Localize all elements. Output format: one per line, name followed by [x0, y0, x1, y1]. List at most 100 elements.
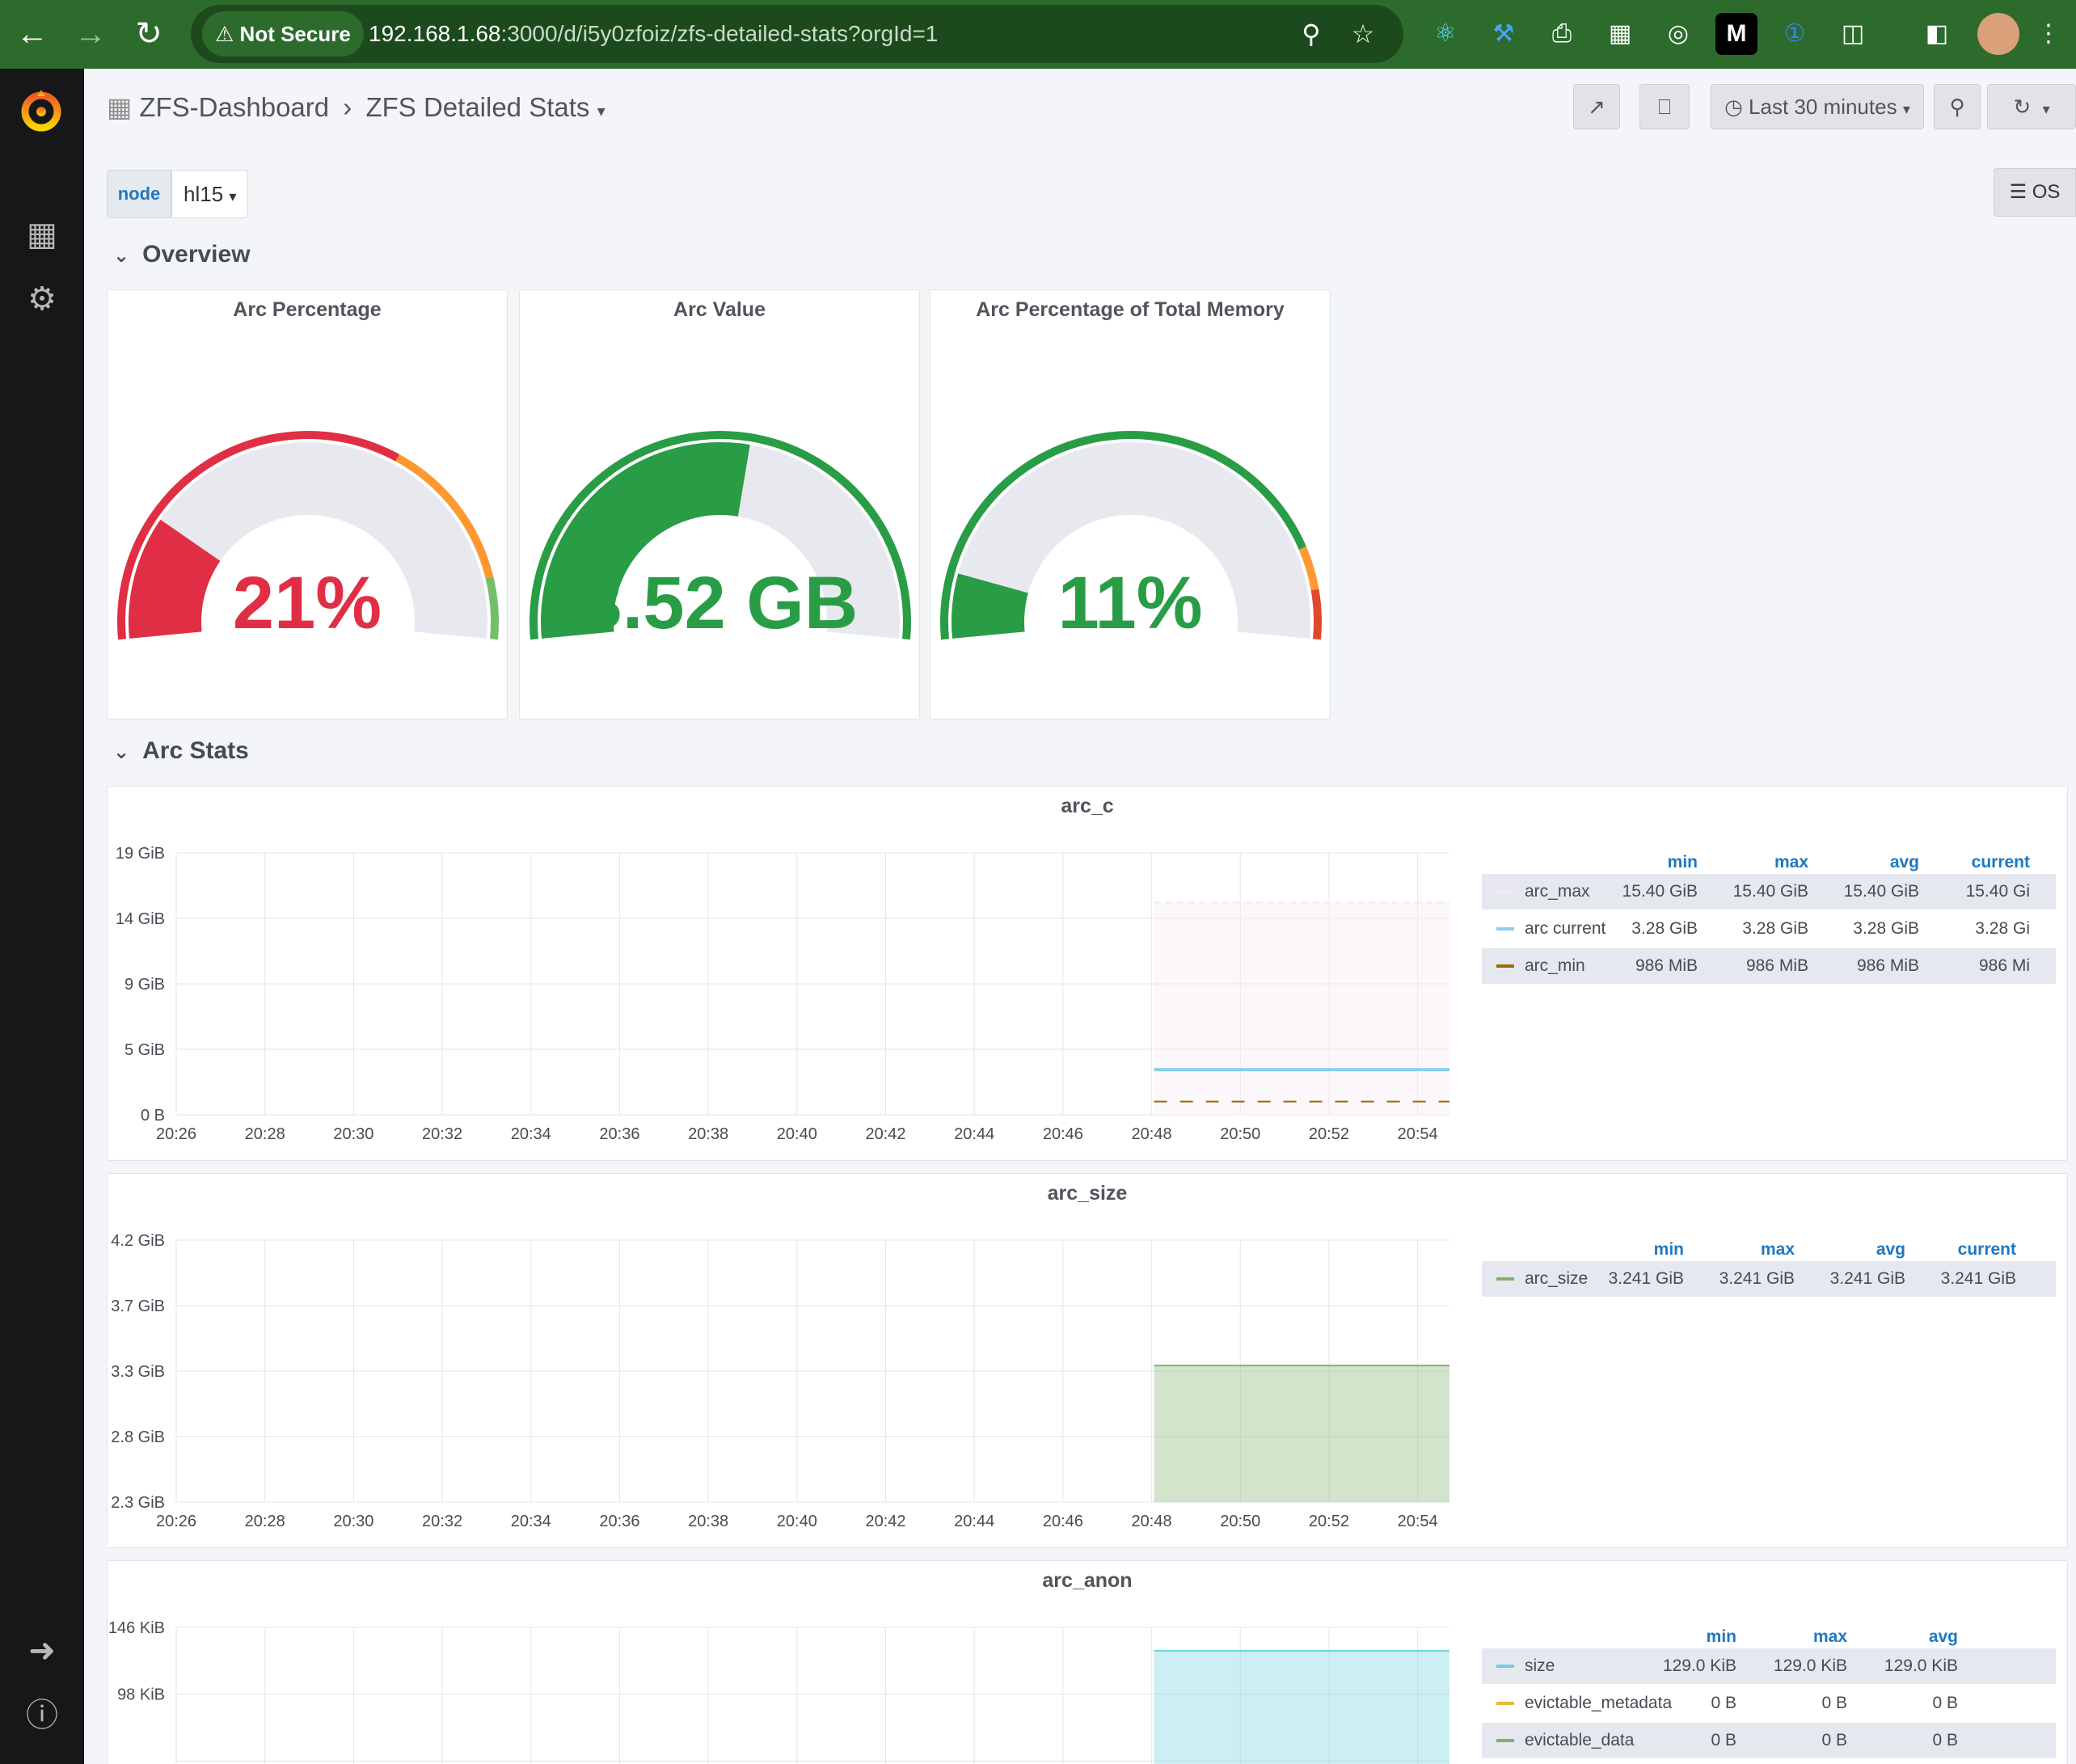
extensions-puzzle-icon[interactable]: ◫	[1841, 20, 1865, 47]
panel-title: arc_size	[1047, 1182, 1128, 1205]
x-tick-label: 20:34	[511, 1125, 551, 1143]
legend-swatch[interactable]	[1496, 1277, 1514, 1281]
legend-series-name[interactable]: arc_min	[1525, 956, 1585, 975]
forward-arrow-icon[interactable]: →	[74, 16, 107, 52]
browser-toolbar: ← → ↻ ⚠ Not Secure 192.168.1.68:3000/d/i…	[0, 0, 2076, 69]
legend-header-avg[interactable]: avg	[1876, 1240, 1905, 1259]
x-tick-label: 20:42	[865, 1513, 905, 1530]
legend-swatch[interactable]	[1496, 890, 1514, 893]
legend-series-name[interactable]: arc_max	[1525, 882, 1590, 901]
side-panel-icon[interactable]: ◧	[1925, 20, 1949, 47]
legend-value-current: 3.241 GiB	[1940, 1269, 2016, 1288]
legend-value-min: 0 B	[1711, 1694, 1736, 1712]
y-tick-label: 9 GiB	[124, 976, 165, 994]
grafana-logo-icon[interactable]	[15, 83, 68, 137]
printer-extension-icon[interactable]: ⎙	[1552, 20, 1572, 47]
panel-arc-c[interactable]: arc_c 19 GiB 14 GiB 9 GiB 5 GiB 0 B 20:26 20:2…	[107, 786, 2068, 1161]
tv-mode-button[interactable]: ⎕	[1639, 84, 1690, 129]
legend-swatch[interactable]	[1496, 927, 1514, 931]
legend-header-max[interactable]: max	[1760, 1240, 1795, 1259]
hammer-extension-icon[interactable]: ⚒	[1492, 20, 1515, 47]
chevron-down-icon[interactable]: ▾	[597, 103, 606, 120]
legend-row[interactable]: arc_size 3.241 GiB 3.241 GiB 3.241 GiB 3.241…	[1482, 1261, 2056, 1297]
legend-value-max: 3.241 GiB	[1719, 1269, 1795, 1288]
url-host: 192.168.1.68	[369, 21, 501, 46]
row-arc-stats-title: Arc Stats	[142, 737, 249, 764]
legend-series-name[interactable]: arc current	[1525, 919, 1606, 938]
graph-arc-c[interactable]: 19 GiB 14 GiB 9 GiB 5 GiB 0 B20:26 20:28 20:30…	[108, 787, 1466, 1162]
legend-row[interactable]: arc_min 986 MiB 986 MiB 986 MiB 986 Mi	[1482, 948, 2056, 984]
y-tick-label: 98 KiB	[117, 1686, 165, 1704]
zoom-out-icon: ⚲	[1949, 95, 1965, 119]
x-tick-label: 20:38	[688, 1513, 728, 1530]
gauge-threshold-band	[395, 454, 494, 579]
dashboards-icon[interactable]: ▦	[27, 217, 57, 252]
legend-header-min[interactable]: min	[1653, 1240, 1684, 1259]
legend-header-avg[interactable]: avg	[1889, 853, 1919, 871]
time-picker-button[interactable]: ◷ Last 30 minutes ▾	[1711, 84, 1924, 129]
os-dashboard-link[interactable]: ☰ OS	[1994, 168, 2076, 217]
legend-row[interactable]: arc_max 15.40 GiB 15.40 GiB 15.40 GiB 15.40 …	[1482, 874, 2056, 909]
target-extension-icon[interactable]: ◎	[1667, 20, 1690, 47]
url-text[interactable]: 192.168.1.68:3000/d/i5y0zfoiz/zfs-detail…	[369, 5, 938, 63]
dashboard-title[interactable]: ZFS Detailed Stats	[365, 92, 590, 122]
zoom-out-button[interactable]: ⚲	[1934, 84, 1981, 129]
legend-series-name[interactable]: size	[1525, 1656, 1555, 1675]
graph-arc-size[interactable]: 4.2 GiB 3.7 GiB 3.3 GiB 2.8 GiB 2.3 GiB20:26…	[108, 1174, 1466, 1549]
gauge-value: 3.52 GB	[580, 562, 859, 644]
legend-swatch[interactable]	[1496, 1702, 1514, 1705]
legend-header-max[interactable]: max	[1774, 853, 1808, 871]
legend-swatch[interactable]	[1496, 964, 1514, 968]
legend-header-current[interactable]: current	[1971, 853, 2030, 871]
legend-value-avg: 0 B	[1932, 1731, 1958, 1749]
reload-icon[interactable]: ↻	[135, 16, 162, 52]
legend-value-avg: 129.0 KiB	[1884, 1656, 1958, 1675]
graph-arc-anon[interactable]: 146 KiB 98 KiB	[108, 1561, 1466, 1764]
bookmark-star-icon[interactable]: ☆	[1351, 19, 1375, 49]
legend-series-name[interactable]: evictable_data	[1525, 1731, 1635, 1749]
variable-node-select[interactable]: hl15 ▾	[171, 170, 248, 218]
legend-row[interactable]: arc current 3.28 GiB 3.28 GiB 3.28 GiB 3.28 …	[1482, 911, 2056, 947]
sign-in-icon[interactable]: ➜	[28, 1633, 56, 1669]
legend-header-min[interactable]: min	[1706, 1627, 1736, 1646]
panel-title: arc_anon	[1042, 1569, 1133, 1592]
row-arc-stats[interactable]: ⌄ Arc Stats	[113, 737, 249, 765]
more-menu-icon[interactable]: ⋮	[2036, 20, 2061, 47]
gear-icon[interactable]: ⚙	[27, 281, 57, 317]
legend-row[interactable]: evictable_data 0 B 0 B 0 B	[1482, 1723, 2056, 1758]
legend-header-avg[interactable]: avg	[1928, 1627, 1958, 1646]
legend-swatch[interactable]	[1496, 1739, 1514, 1742]
legend-row[interactable]: size 129.0 KiB 129.0 KiB 129.0 KiB	[1482, 1648, 2056, 1684]
security-indicator[interactable]: ⚠ Not Secure	[202, 11, 364, 57]
legend-series-name[interactable]: evictable_metadata	[1525, 1694, 1673, 1712]
legend-series-name[interactable]: arc_size	[1525, 1269, 1589, 1288]
row-overview-title: Overview	[142, 241, 251, 268]
panel-arc-percentage[interactable]: Arc Percentage 21%	[107, 289, 508, 720]
address-bar[interactable]: ⚠ Not Secure 192.168.1.68:3000/d/i5y0zfo…	[191, 5, 1403, 63]
password-manager-icon[interactable]: ①	[1783, 20, 1806, 47]
legend-header-max[interactable]: max	[1812, 1627, 1847, 1646]
profile-avatar[interactable]	[1977, 13, 2019, 55]
zoom-icon[interactable]: ⚲	[1302, 19, 1321, 49]
row-overview[interactable]: ⌄ Overview	[113, 241, 251, 268]
breadcrumb-folder[interactable]: ZFS-Dashboard	[139, 92, 330, 122]
gauge-fill	[952, 573, 1028, 639]
medium-extension-icon[interactable]: M	[1715, 13, 1757, 55]
legend-value-min: 129.0 KiB	[1662, 1656, 1736, 1675]
back-arrow-icon[interactable]: ←	[16, 16, 49, 52]
gauge-value: 11%	[1057, 562, 1203, 644]
legend-header-min[interactable]: min	[1667, 853, 1698, 871]
react-devtools-icon[interactable]: ⚛	[1434, 20, 1457, 47]
panel-arc-anon[interactable]: arc_anon 146 KiB 98 KiB min max avg size 129.…	[107, 1560, 2068, 1764]
panel-arc-value[interactable]: Arc Value 3.52 GB	[519, 289, 920, 720]
help-icon[interactable]: ⓘ	[26, 1698, 58, 1733]
legend-swatch[interactable]	[1496, 1665, 1514, 1668]
panel-arc-size[interactable]: arc_size 4.2 GiB 3.7 GiB 3.3 GiB 2.8 GiB 2.3…	[107, 1173, 2068, 1548]
legend-row[interactable]: evictable_metadata 0 B 0 B 0 B	[1482, 1686, 2056, 1721]
refresh-button[interactable]: ↻ ▾	[1987, 84, 2076, 129]
legend-value-avg: 3.241 GiB	[1829, 1269, 1905, 1288]
legend-header-current[interactable]: current	[1957, 1240, 2016, 1259]
grid-extension-icon[interactable]: ▦	[1608, 20, 1632, 47]
panel-arc-percentage-total-memory[interactable]: Arc Percentage of Total Memory 11%	[930, 289, 1331, 720]
share-button[interactable]: ↗	[1573, 84, 1620, 129]
